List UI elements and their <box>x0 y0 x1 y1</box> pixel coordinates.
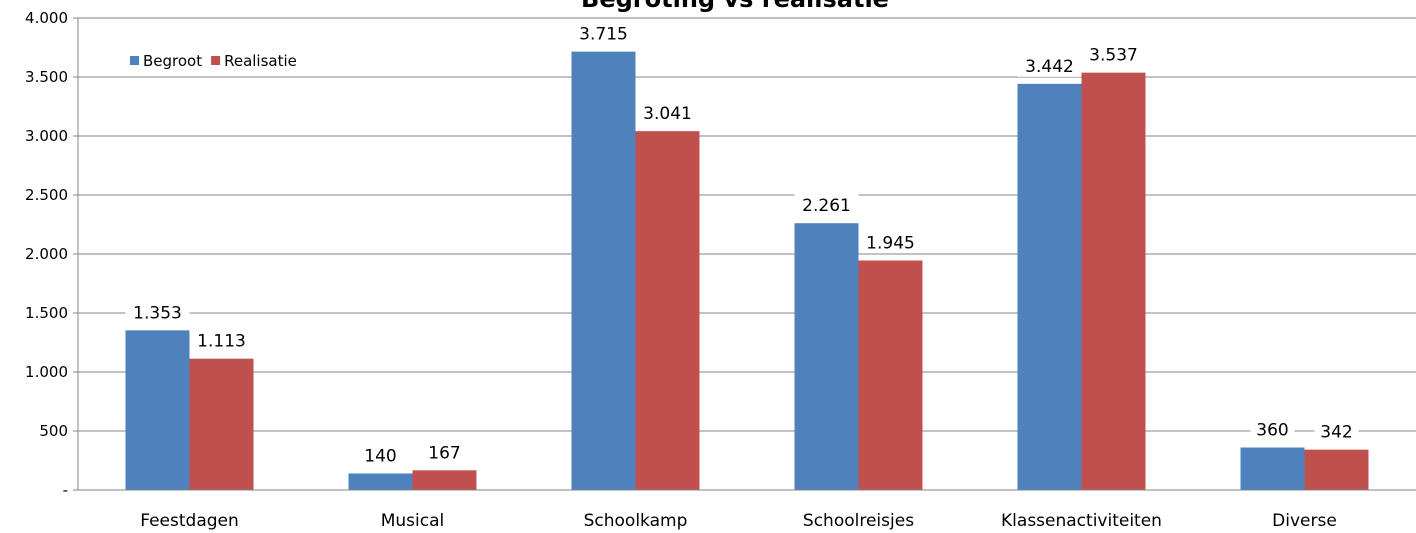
x-category-label: Klassenactiviteiten <box>1001 511 1162 531</box>
bar-begroot <box>571 51 636 490</box>
bar-realisatie <box>1304 449 1369 490</box>
y-tick-label: 2.500 <box>25 186 68 204</box>
bar-begroot <box>348 473 413 490</box>
data-label-background <box>635 102 700 125</box>
legend-swatch-realisatie <box>211 56 221 65</box>
bar-begroot <box>794 223 859 490</box>
y-tick-label: 3.500 <box>25 68 68 86</box>
data-label-background <box>1250 418 1295 441</box>
data-label: 342 <box>1320 423 1352 443</box>
data-labels: 1.353 1.113 140 167 3.715 3.041 2.261 1.945 3.44… <box>125 22 1359 467</box>
x-category-label: Schoolkamp <box>584 511 688 531</box>
data-label: 3.715 <box>579 25 628 45</box>
data-label-background <box>571 22 636 45</box>
bar-realisatie <box>635 131 700 491</box>
bar-realisatie <box>189 358 254 490</box>
x-category-label: Feestdagen <box>140 511 239 531</box>
data-label: 3.442 <box>1025 57 1074 77</box>
data-label: 360 <box>1256 421 1288 441</box>
bar-realisatie <box>858 260 923 490</box>
data-label: 167 <box>428 443 460 463</box>
legend: Begroot Realisatie <box>122 46 312 76</box>
data-label-background <box>125 301 190 324</box>
grid-lines <box>78 17 1416 432</box>
data-label: 1.945 <box>866 233 915 253</box>
data-label-background <box>189 329 254 352</box>
legend-label-realisatie: Realisatie <box>224 52 297 70</box>
data-label-background <box>858 231 923 254</box>
data-label: 1.353 <box>133 303 182 323</box>
y-tick-label: - <box>63 481 68 499</box>
data-label: 2.261 <box>802 196 851 216</box>
data-label-background <box>1017 54 1082 77</box>
x-category-label: Musical <box>381 511 445 531</box>
axes: - 500 1.000 1.500 2.000 2.500 3.000 3.500 4.000 F… <box>25 9 1416 531</box>
data-label: 1.113 <box>197 332 246 352</box>
y-tick-label: 500 <box>39 422 68 440</box>
data-label-background <box>422 441 467 464</box>
bar-begroot <box>1017 83 1082 491</box>
legend-swatch-begroot <box>130 56 139 65</box>
data-label-background <box>358 444 403 467</box>
y-tick-label: 4.000 <box>25 9 68 27</box>
data-label-background <box>1081 43 1146 66</box>
data-label: 3.041 <box>643 104 692 124</box>
bars <box>125 51 1369 491</box>
y-tick-label: 1.500 <box>25 304 68 322</box>
data-label: 140 <box>364 446 396 466</box>
bar-begroot <box>125 330 190 490</box>
data-label-background <box>794 194 859 217</box>
x-category-label: Diverse <box>1272 511 1337 531</box>
y-tick-label: 2.000 <box>25 245 68 263</box>
x-category-label: Schoolreisjes <box>803 511 914 531</box>
data-label: 3.537 <box>1089 46 1138 66</box>
y-tick-label: 1.000 <box>25 363 68 381</box>
bar-begroot <box>1240 447 1305 490</box>
legend-label-begroot: Begroot <box>143 52 202 70</box>
bar-realisatie <box>412 470 477 490</box>
chart-title: Begroting vs realisatie <box>581 0 889 13</box>
bar-realisatie <box>1081 72 1146 490</box>
y-tick-label: 3.000 <box>25 127 68 145</box>
data-label-background <box>1314 420 1359 443</box>
